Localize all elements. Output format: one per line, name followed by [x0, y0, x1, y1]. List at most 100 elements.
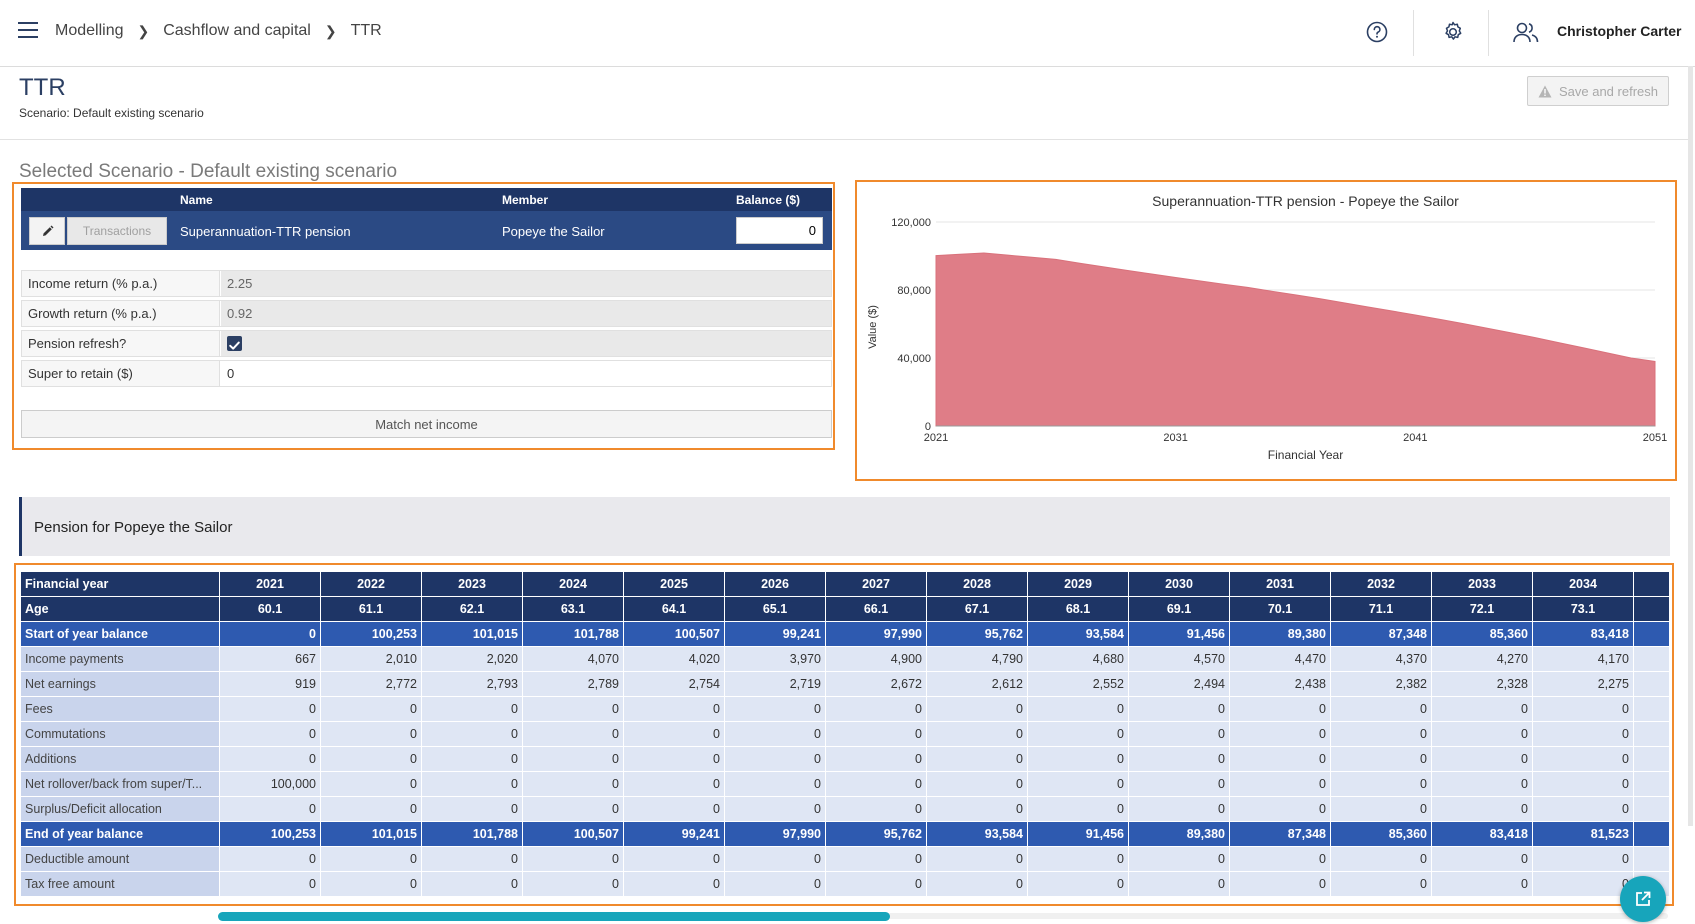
table-row: Additions 0 0 0 0 0 0 0 0 0 0 0 0 0 0 — [20, 746, 1670, 772]
table-row: Financial year 2021 2022 2023 2024 2025 2026 20… — [20, 571, 1670, 597]
account-row[interactable]: Transactions Superannuation-TTR pension … — [21, 211, 832, 250]
table-cell: 2,672 — [825, 671, 927, 697]
table-cell: 0 — [926, 771, 1028, 797]
table-cell-empty — [1633, 646, 1670, 672]
table-cell: 0 — [724, 746, 826, 772]
table-cell: 0 — [1027, 696, 1129, 722]
table-cell: 95,762 — [825, 821, 927, 847]
table-cell: 89,380 — [1229, 621, 1331, 647]
table-cell: 0 — [1229, 796, 1331, 822]
table-cell: 2,438 — [1229, 671, 1331, 697]
table-cell: 0 — [724, 796, 826, 822]
table-cell: 4,680 — [1027, 646, 1129, 672]
pension-refresh-row: Pension refresh? — [21, 330, 832, 357]
scenario-subtitle: Scenario: Default existing scenario — [19, 106, 204, 120]
table-cell: 0 — [522, 796, 624, 822]
table-cell: 100,507 — [623, 621, 725, 647]
share-button[interactable] — [1620, 876, 1666, 922]
vertical-scrollbar[interactable] — [1688, 66, 1693, 826]
row-label: Surplus/Deficit allocation — [20, 796, 220, 822]
transactions-button[interactable]: Transactions — [67, 217, 167, 245]
table-cell: 4,020 — [623, 646, 725, 672]
horizontal-scrollbar-track[interactable] — [218, 913, 1668, 919]
table-cell: 101,015 — [421, 621, 523, 647]
users-icon[interactable] — [1512, 20, 1540, 44]
row-label: Additions — [20, 746, 220, 772]
table-cell: 0 — [1431, 746, 1533, 772]
table-cell: 0 — [1229, 721, 1331, 747]
pencil-icon — [42, 225, 53, 236]
table-cell: 2032 — [1330, 571, 1432, 597]
table-cell: 2,275 — [1532, 671, 1634, 697]
table-row: Surplus/Deficit allocation 0 0 0 0 0 0 0 0 0 0 0 0 0 0 — [20, 796, 1670, 822]
income-return-row: Income return (% p.a.) 2.25 — [21, 270, 832, 297]
row-label: Financial year — [20, 571, 220, 597]
row-label: Commutations — [20, 721, 220, 747]
x-tick-label: 2031 — [1163, 432, 1187, 444]
table-cell: 0 — [1128, 746, 1230, 772]
table-cell: 62.1 — [421, 596, 523, 622]
table-cell: 2021 — [219, 571, 321, 597]
table-cell: 83,418 — [1532, 621, 1634, 647]
income-return-label: Income return (% p.a.) — [22, 271, 220, 296]
table-cell: 97,990 — [825, 621, 927, 647]
table-cell: 67.1 — [926, 596, 1028, 622]
account-table-header: Name Member Balance ($) — [21, 188, 832, 211]
table-cell: 2,382 — [1330, 671, 1432, 697]
table-cell: 0 — [1532, 721, 1634, 747]
row-label: Tax free amount — [20, 871, 220, 897]
table-row: Net rollover/back from super/T... 100,000… — [20, 771, 1670, 797]
table-cell: 70.1 — [1229, 596, 1331, 622]
section-title: Selected Scenario - Default existing sce… — [19, 161, 398, 182]
table-cell: 2,719 — [724, 671, 826, 697]
table-cell: 0 — [1330, 796, 1432, 822]
header-balance: Balance ($) — [736, 193, 801, 207]
divider — [1488, 10, 1489, 56]
chart-panel: 0 40,000 80,000 120,000 2021 2031 2041 2051 Supe… — [855, 180, 1677, 481]
table-cell: 0 — [724, 721, 826, 747]
table-cell-empty — [1633, 746, 1670, 772]
save-and-refresh-button[interactable]: Save and refresh — [1527, 76, 1669, 106]
table-cell: 0 — [421, 796, 523, 822]
table-cell: 2029 — [1027, 571, 1129, 597]
menu-icon[interactable] — [18, 22, 38, 38]
table-cell: 2023 — [421, 571, 523, 597]
table-cell: 2034 — [1532, 571, 1634, 597]
help-icon[interactable] — [1365, 20, 1389, 44]
table-cell: 99,241 — [724, 621, 826, 647]
row-label: Net earnings — [20, 671, 220, 697]
table-cell: 2,552 — [1027, 671, 1129, 697]
table-cell: 0 — [320, 771, 422, 797]
breadcrumb-modelling[interactable]: Modelling — [55, 22, 124, 39]
breadcrumb-ttr[interactable]: TTR — [350, 22, 382, 39]
account-member: Popeye the Sailor — [502, 224, 605, 239]
growth-return-field[interactable]: 0.92 — [221, 301, 831, 326]
table-cell: 0 — [724, 771, 826, 797]
table-cell: 0 — [421, 721, 523, 747]
row-label: Net rollover/back from super/T... — [20, 771, 220, 797]
table-cell: 60.1 — [219, 596, 321, 622]
super-retain-input[interactable]: 0 — [221, 361, 831, 386]
table-cell: 91,456 — [1027, 821, 1129, 847]
pension-refresh-checkbox[interactable] — [227, 336, 242, 351]
table-cell: 0 — [320, 871, 422, 897]
gear-icon[interactable] — [1441, 20, 1465, 44]
breadcrumb-cashflow-capital[interactable]: Cashflow and capital — [163, 22, 311, 39]
table-cell: 83,418 — [1431, 821, 1533, 847]
y-tick-label: 80,000 — [897, 285, 931, 297]
breadcrumb: Modelling ❯ Cashflow and capital ❯ TTR — [55, 22, 382, 40]
table-cell: 0 — [1128, 796, 1230, 822]
user-name[interactable]: Christopher Carter — [1557, 23, 1682, 39]
table-cell: 101,015 — [320, 821, 422, 847]
table-cell: 3,970 — [724, 646, 826, 672]
horizontal-scrollbar-thumb[interactable] — [218, 912, 890, 921]
table-cell: 0 — [1532, 846, 1634, 872]
table-cell: 0 — [219, 846, 321, 872]
row-label: Age — [20, 596, 220, 622]
edit-button[interactable] — [29, 217, 65, 245]
income-return-field[interactable]: 2.25 — [221, 271, 831, 296]
table-cell: 0 — [1229, 771, 1331, 797]
table-cell: 4,270 — [1431, 646, 1533, 672]
balance-input[interactable] — [736, 217, 823, 244]
match-net-income-button[interactable]: Match net income — [21, 410, 832, 438]
